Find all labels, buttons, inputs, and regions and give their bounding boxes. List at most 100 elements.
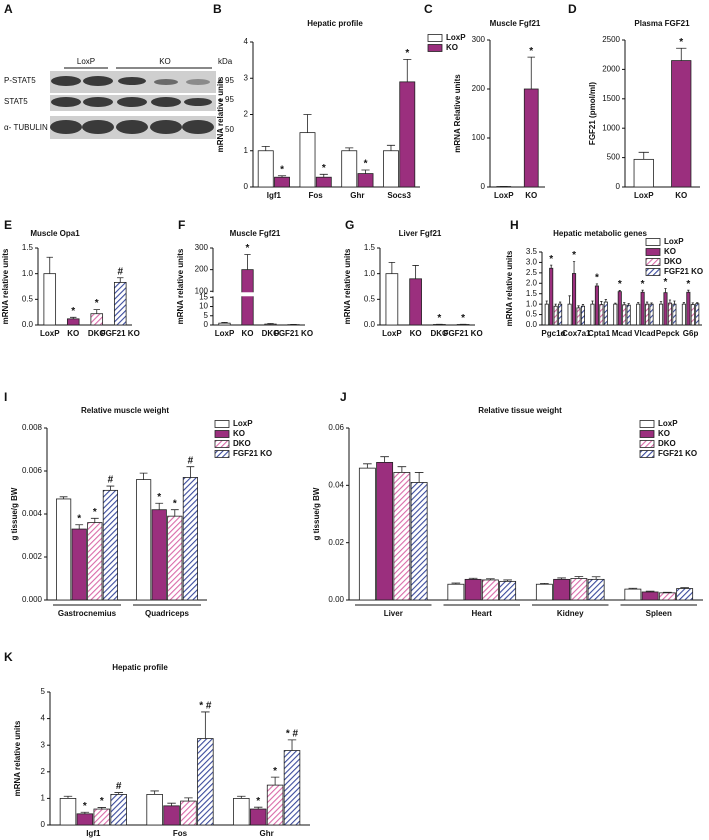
x-tick-label: Socs3 [387,191,411,200]
legend-swatch [645,238,661,246]
error-bar [554,303,557,307]
x-tick-label: KO [67,329,79,338]
chart-panel: J Relative tissue weight g tissue/g BW 0.00… [312,390,703,618]
error-bar [237,795,246,799]
bar [572,273,577,326]
chart-panel: B Hepatic profile mRNA relative units 0 1 2 3 4… [213,2,466,200]
chart-title: Hepatic profile [307,19,363,28]
error-bar [186,466,195,478]
y-tick-label: 5 [41,687,46,696]
significance-label: # [117,266,123,277]
y-axis-label: mRNA relative units [343,248,352,324]
bar [590,303,595,326]
bar [102,489,118,601]
bar [676,588,694,601]
error-bar [628,587,638,590]
x-tick-label: Vlcad [634,329,655,338]
error-bar [568,295,571,305]
legend-swatch [645,268,661,276]
bar [90,313,104,326]
y-tick-label: 0.0 [22,320,34,329]
significance-label: * [157,492,161,503]
bar [576,307,581,326]
bar [56,498,72,601]
legend-swatch [639,440,655,448]
y-tick-label: 0.008 [22,423,43,432]
bar [633,158,654,188]
legend-label: FGF21 KO [233,449,272,458]
error-bar [106,485,115,491]
bar [558,303,563,326]
x-tick-label: Fos [309,191,324,200]
chart-panel: E Muscle Opa1 mRNA relative units 0.0 0.5 1.0… [1,218,140,338]
error-bar [303,114,312,133]
legend-label: LoxP [446,33,466,42]
error-bar [650,302,653,305]
error-bar [574,576,584,579]
error-bar [253,806,263,810]
y-tick-label: 2 [244,110,249,119]
x-tick-label: Liver [384,609,403,618]
kda-unit: kDa [218,57,233,66]
bar [603,301,608,326]
bar [544,303,549,326]
bar [640,291,645,326]
error-bar [595,283,599,286]
bar [580,305,585,326]
y-tick-label: 100 [195,286,209,295]
y-tick-label: 0 [204,320,209,329]
chart-title: Relative muscle weight [81,406,169,415]
panel-letter: I [4,390,7,404]
y-tick-label: 1.0 [364,269,376,278]
y-tick-label: 1.0 [526,299,538,308]
x-tick-label: LoxP [494,191,514,200]
y-tick-label: 3.0 [526,258,538,267]
y-tick-label: 0.002 [22,552,43,561]
legend-label: KO [664,247,676,256]
y-axis-label: mRNA relative units [1,248,10,324]
error-bar [267,323,274,325]
y-tick-label: 200 [472,84,486,93]
error-bar [486,578,495,580]
bar [358,467,376,601]
x-tick-label: KO [242,329,254,338]
legend-swatch [639,450,655,458]
bar [499,580,517,601]
x-tick-label: G6p [683,329,699,338]
legend-label: KO [446,43,458,52]
x-tick-label: Cpta1 [588,329,611,338]
error-bar [386,144,396,151]
error-bar [557,577,566,580]
chart-panel: C Muscle Fgf21 mRNA Relative units 0 100 200 3… [424,2,545,200]
error-bar [600,301,603,305]
error-bar [93,309,100,314]
bar [399,81,416,188]
error-bar [97,807,107,810]
error-bar [397,466,407,473]
blot-bands [50,76,214,134]
x-tick-label: Kidney [557,609,584,618]
legend-swatch [639,430,655,438]
significance-label: # [108,475,114,486]
bar [182,477,198,601]
x-tick-label: FGF21 KO [274,329,313,338]
x-tick-label: Pepck [656,329,680,338]
x-tick-label: FGF21 KO [444,329,483,338]
error-bar [645,301,649,305]
y-tick-label: 0 [244,182,249,191]
significance-label: * [572,250,576,261]
x-tick-label: LoxP [40,329,60,338]
error-bar [591,576,601,580]
legend-label: KO [658,429,670,438]
y-tick-label: 4 [41,714,46,723]
significance-label: * [664,277,668,288]
panel-letter: J [340,390,347,404]
bar [315,176,332,188]
bar [264,323,277,326]
chart-panel: K Hepatic profile mRNA relative units 0 1 2 3 4… [4,650,310,838]
bar [613,303,618,326]
y-tick-label: 0.0 [526,320,538,329]
significance-label: * [173,498,177,509]
axis-break [209,292,307,297]
